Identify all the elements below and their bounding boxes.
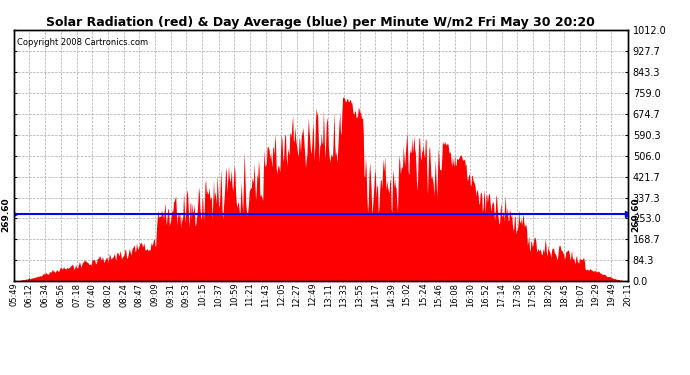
Text: 269.60: 269.60 xyxy=(2,197,11,232)
Title: Solar Radiation (red) & Day Average (blue) per Minute W/m2 Fri May 30 20:20: Solar Radiation (red) & Day Average (blu… xyxy=(46,16,595,29)
Text: Copyright 2008 Cartronics.com: Copyright 2008 Cartronics.com xyxy=(17,38,148,46)
Text: 269.60: 269.60 xyxy=(631,197,640,232)
